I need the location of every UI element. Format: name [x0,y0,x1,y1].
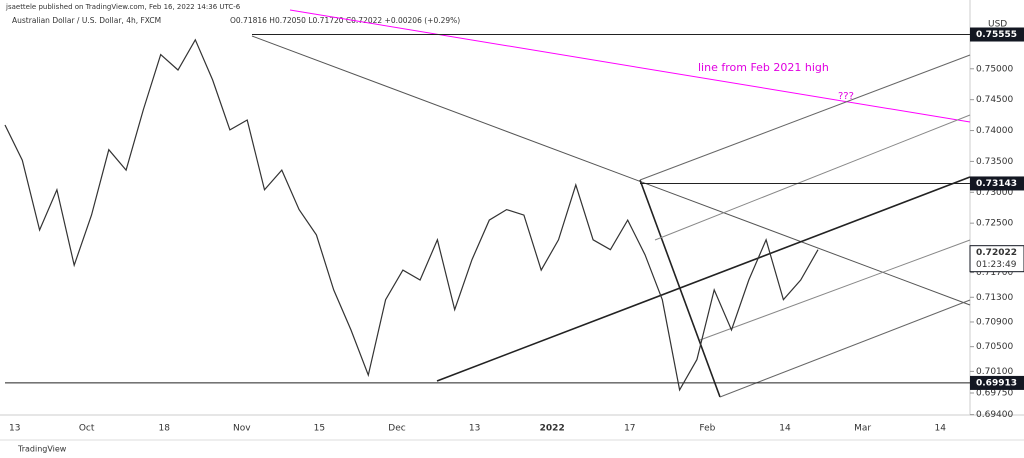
price-label: 0.69913 [976,378,1017,388]
x-tick-label: Oct [79,424,95,434]
brand: TradingView [17,445,67,454]
y-tick-label: 0.73500 [976,157,1013,167]
x-tick-label: 13 [9,424,20,434]
y-tick-label: 0.74500 [976,95,1013,105]
y-tick-label: 0.69750 [976,388,1013,398]
countdown: 01:23:49 [976,260,1017,270]
x-tick-label: 13 [469,424,480,434]
trend-line [251,35,971,306]
fork-line [639,54,971,181]
price-label-box [970,27,1024,42]
price-label: 0.73143 [976,179,1017,189]
x-tick-label: Feb [699,424,715,434]
chart-title: Australian Dollar / U.S. Dollar, 4h, FXC… [12,16,161,25]
x-tick-label: 14 [934,424,946,434]
y-tick-label: 0.75000 [976,64,1013,74]
x-tick-label: 15 [314,424,325,434]
annotation: line from Feb 2021 high [698,61,829,74]
fork-line [699,239,971,341]
x-tick-label: 17 [624,424,635,434]
fork-line [654,114,971,241]
price-line [4,38,819,392]
y-tick-label: 0.74000 [976,126,1013,136]
price-label-box [970,375,1024,390]
trend-line [639,179,721,398]
y-tick-label: 0.70500 [976,342,1013,352]
annotation: ??? [838,91,854,102]
x-tick-label: Nov [233,424,251,434]
y-tick-label: 0.73000 [976,188,1013,198]
price-label-box [970,176,1024,191]
y-tick-label: 0.69400 [976,410,1013,420]
y-tick-label: 0.70100 [976,367,1013,377]
y-tick-label: 0.72500 [976,219,1013,229]
x-tick-label: Dec [388,424,405,434]
y-tick-label: 0.71700 [976,268,1013,278]
fork-line [719,299,971,398]
trend-line [289,9,971,123]
drawings [251,9,971,398]
last-price: 0.72022 [976,248,1017,258]
ohlc: O0.71816 H0.72050 L0.71720 C0.72022 +0.0… [230,16,460,25]
currency: USD [988,20,1007,30]
x-tick-label: 2022 [540,424,565,434]
price-label: 0.75555 [976,30,1017,40]
y-tick-label: 0.71300 [976,293,1013,303]
x-tick-label: 14 [779,424,791,434]
published: jsaettele published on TradingView.com, … [5,3,241,11]
x-tick-label: Mar [854,424,871,434]
y-tick-label: 0.70900 [976,317,1013,327]
trend-line [436,176,971,382]
last-price-box [969,245,1024,273]
x-tick-label: 18 [158,424,170,434]
